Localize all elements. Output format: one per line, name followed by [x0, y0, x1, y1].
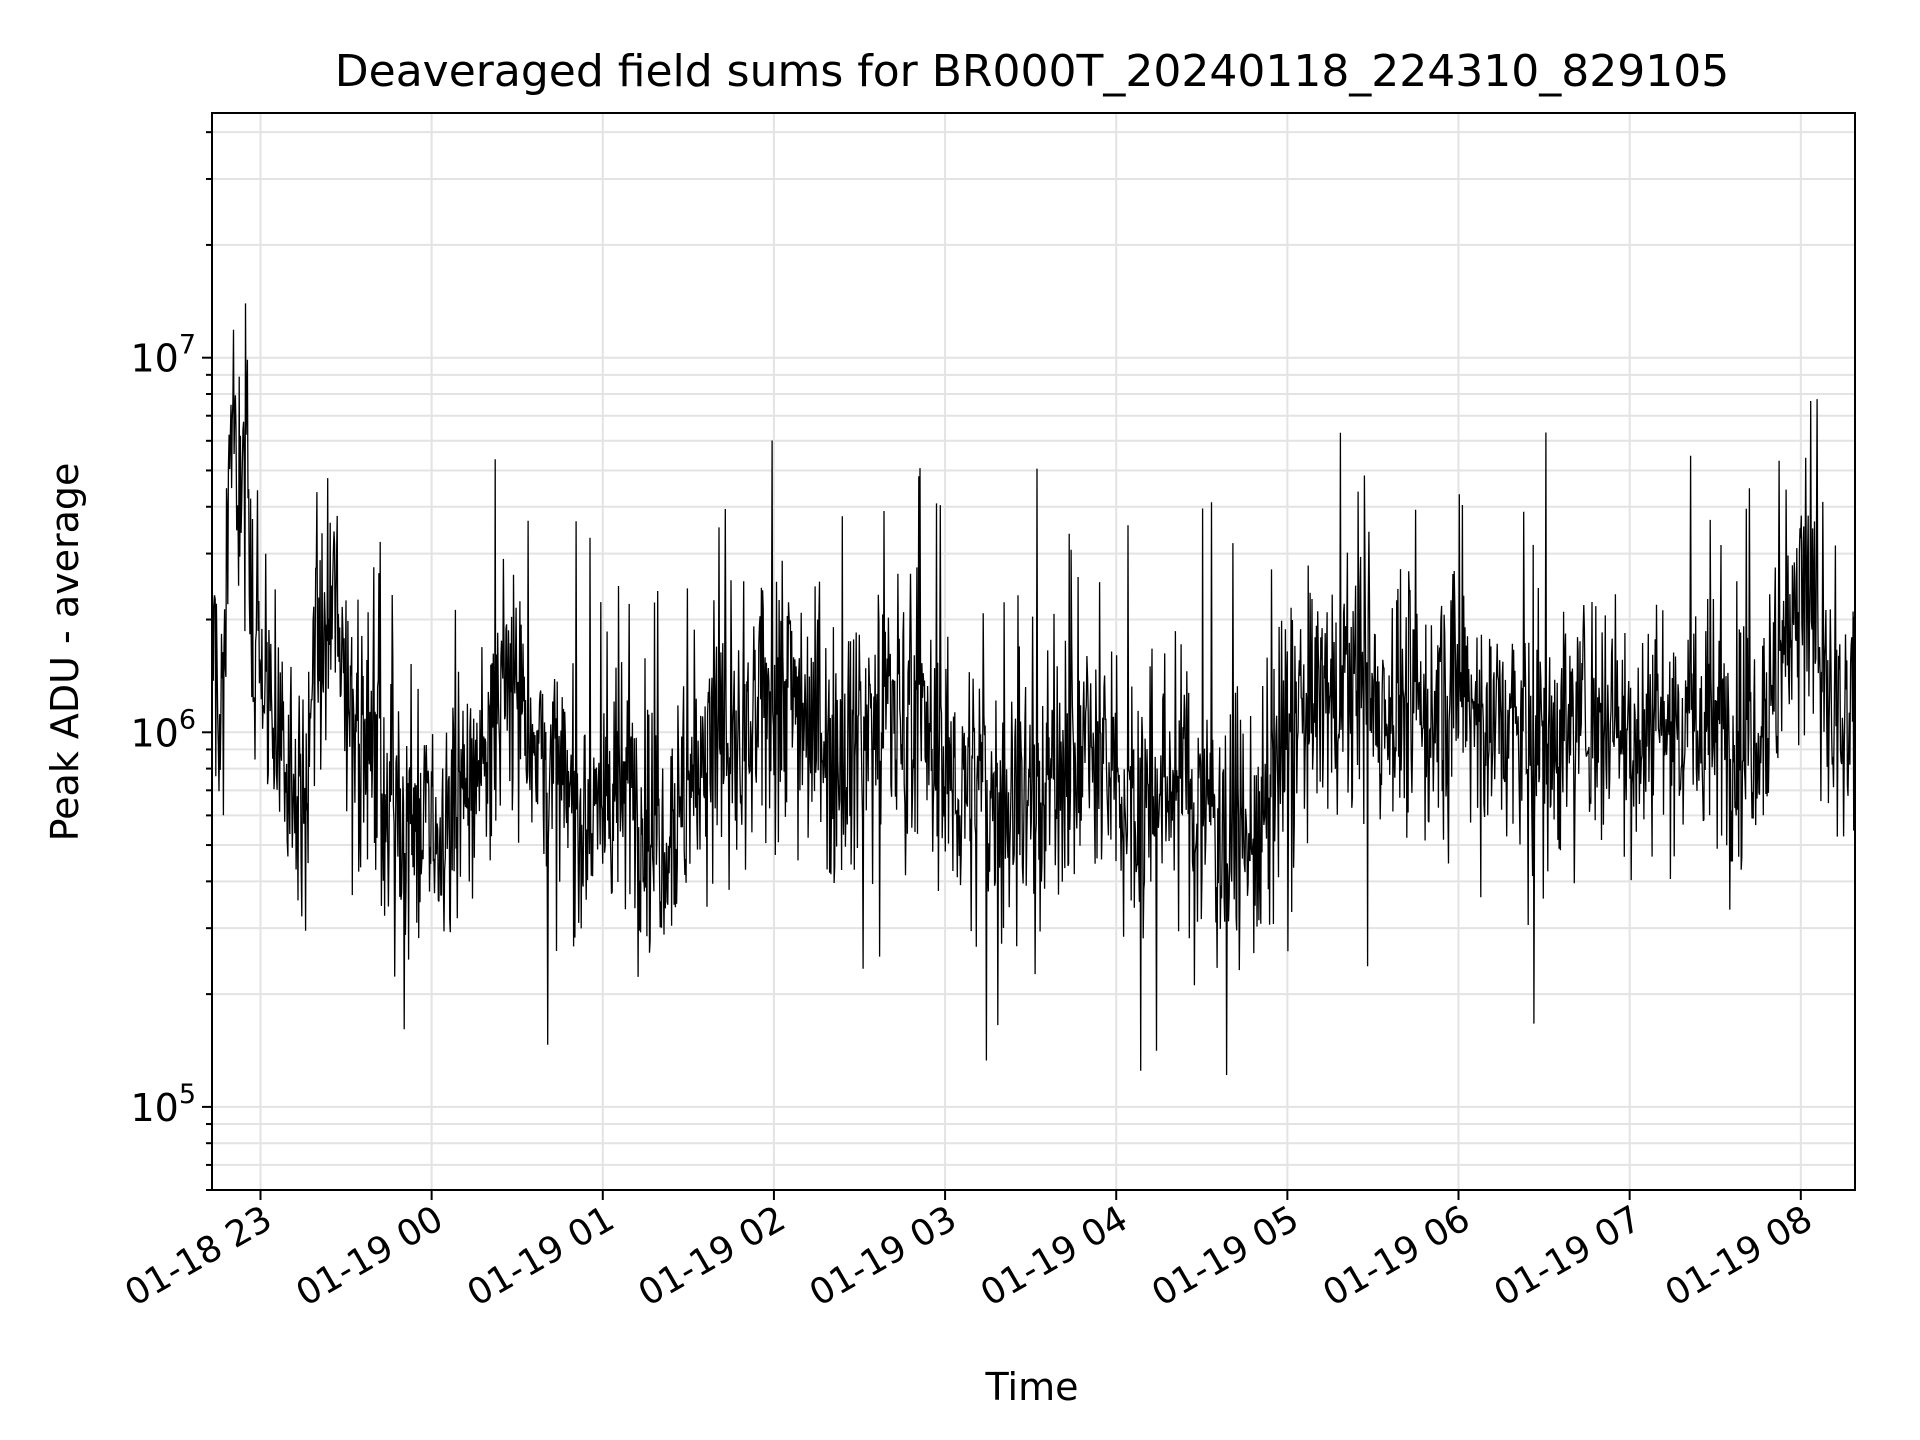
y-axis-title: Peak ADU - average: [43, 463, 87, 842]
y-tick-label: 106: [130, 704, 196, 755]
plot-frame: [211, 112, 1856, 1191]
chart-title: Deaveraged field sums for BR000T_2024011…: [335, 46, 1730, 97]
x-axis-title: Time: [985, 1365, 1079, 1409]
y-tick-label: 107: [130, 330, 196, 381]
plot-area: [211, 303, 1856, 1076]
y-axis: 105 106 107: [130, 131, 212, 1191]
y-tick-label: 105: [130, 1079, 196, 1130]
series-line: [211, 303, 1856, 1076]
